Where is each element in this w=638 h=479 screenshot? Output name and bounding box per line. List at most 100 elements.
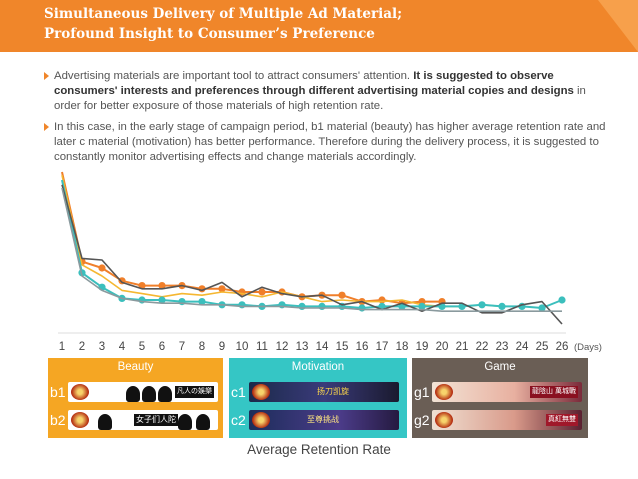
bullet-text: In this case, in the early stage of camp… xyxy=(54,121,606,163)
data-point xyxy=(98,264,106,272)
chart-series xyxy=(61,171,566,325)
x-tick-label: 16 xyxy=(356,341,369,353)
ad-thumbnail-b2: 女子们人陀 xyxy=(68,410,218,430)
ad-thumbnail-text: 真紅無雙 xyxy=(546,414,578,426)
legend-item-b1: b1 凡人の娛樂 xyxy=(48,380,223,404)
data-point xyxy=(238,301,246,309)
x-tick-label: 12 xyxy=(276,341,289,353)
header-banner: Simultaneous Delivery of Multiple Ad Mat… xyxy=(0,0,638,52)
legend-item-label: b2 xyxy=(50,412,66,428)
x-tick-label: 20 xyxy=(436,341,449,353)
x-tick-label: 14 xyxy=(316,341,329,353)
legend-item-label: b1 xyxy=(50,384,66,400)
game-logo-icon xyxy=(252,412,270,428)
x-tick-label: 4 xyxy=(119,341,126,353)
data-point xyxy=(198,298,206,306)
page-title: Simultaneous Delivery of Multiple Ad Mat… xyxy=(44,6,403,42)
data-point xyxy=(158,282,166,290)
bullet-bold-text: It is suggested to observe consumers' in… xyxy=(54,70,574,97)
legend-item-c2: c2 至尊挑战 xyxy=(229,408,407,432)
series-line xyxy=(61,175,503,308)
legend-item-label: g2 xyxy=(414,412,430,428)
legend-item-label: g1 xyxy=(414,384,430,400)
data-point xyxy=(358,304,366,312)
legend-group-beauty: Beauty b1 凡人の娛樂 b2 女子们人陀 xyxy=(48,358,223,438)
x-tick-label: 9 xyxy=(219,341,225,353)
x-tick-label: 22 xyxy=(476,341,489,353)
bullet-arrow-icon xyxy=(44,72,49,80)
chart-caption: Average Retention Rate xyxy=(247,442,391,457)
legend-group-body: c1 扬刀凯旋 c2 至尊挑战 xyxy=(229,376,407,438)
x-tick-label: 7 xyxy=(179,341,185,353)
ad-thumbnail-b1: 凡人の娛樂 xyxy=(68,382,218,402)
x-tick-label: 8 xyxy=(199,341,205,353)
silhouette-icon xyxy=(178,414,192,430)
legend-item-g2: g2 真紅無雙 xyxy=(412,408,588,432)
data-point xyxy=(338,291,346,299)
game-logo-icon xyxy=(435,384,453,400)
data-point xyxy=(498,302,506,310)
data-point xyxy=(538,304,546,312)
x-axis-label: (Days) xyxy=(574,342,602,353)
x-tick-label: 17 xyxy=(376,341,389,353)
legend-group-title: Motivation xyxy=(229,358,407,376)
series-5 xyxy=(61,187,562,312)
ad-thumbnail-text: 至尊挑战 xyxy=(307,415,339,424)
legend-item-g1: g1 龍陰山 萬城戰 xyxy=(412,380,588,404)
game-logo-icon xyxy=(252,384,270,400)
data-point xyxy=(258,288,266,296)
x-tick-label: 23 xyxy=(496,341,509,353)
data-point xyxy=(298,302,306,310)
series-line xyxy=(61,184,563,325)
data-point xyxy=(558,296,566,304)
x-tick-label: 2 xyxy=(79,341,85,353)
game-logo-icon xyxy=(71,384,89,400)
legend-group-title: Game xyxy=(412,358,588,376)
x-tick-label: 1 xyxy=(59,341,65,353)
legend-item-label: c2 xyxy=(231,412,246,428)
ad-thumbnail-text: 扬刀凯旋 xyxy=(317,387,349,396)
legend-item-b2: b2 女子们人陀 xyxy=(48,408,223,432)
bullet-list: Advertising materials are important tool… xyxy=(44,69,614,171)
silhouette-icon xyxy=(158,386,172,402)
x-tick-label: 26 xyxy=(556,341,569,353)
ad-thumbnail-g1: 龍陰山 萬城戰 xyxy=(432,382,582,402)
ad-thumbnail-text: 凡人の娛樂 xyxy=(175,386,214,398)
silhouette-icon xyxy=(196,414,210,430)
legend-item-c1: c1 扬刀凯旋 xyxy=(229,380,407,404)
header-accent xyxy=(598,0,638,52)
x-tick-label: 10 xyxy=(236,341,249,353)
silhouette-icon xyxy=(126,386,140,402)
x-tick-label: 19 xyxy=(416,341,429,353)
legend-item-label: c1 xyxy=(231,384,246,400)
series-line xyxy=(61,187,562,312)
bullet-tail-text: in order for better exposure of those ma… xyxy=(54,85,586,112)
ad-thumbnail-text: 龍陰山 萬城戰 xyxy=(530,386,578,398)
legend-group-game: Game g1 龍陰山 萬城戰 g2 真紅無雙 xyxy=(412,358,588,438)
x-tick-label: 15 xyxy=(336,341,349,353)
x-tick-label: 24 xyxy=(516,341,529,353)
bullet-text: Advertising materials are important tool… xyxy=(54,70,414,82)
data-point xyxy=(378,296,386,304)
series-line xyxy=(61,171,442,305)
ad-thumbnail-c2: 至尊挑战 xyxy=(249,410,399,430)
x-tick-label: 13 xyxy=(296,341,309,353)
x-tick-label: 21 xyxy=(456,341,469,353)
silhouette-icon xyxy=(142,386,156,402)
x-tick-label: 6 xyxy=(159,341,165,353)
series-4 xyxy=(61,184,563,325)
legend-group-title: Beauty xyxy=(48,358,223,376)
x-tick-label: 3 xyxy=(99,341,105,353)
x-tick-label: 5 xyxy=(139,341,145,353)
bullet-item: In this case, in the early stage of camp… xyxy=(44,120,614,165)
series-3 xyxy=(61,179,566,312)
data-point xyxy=(158,296,166,304)
ad-thumbnail-text: 女子们人陀 xyxy=(134,414,178,426)
x-axis: 1 2 3 4 5 6 7 8 9 10 11 12 13 14 15 16 17 18 19 20 21 22 23 24 2… xyxy=(58,332,602,353)
legend-group-body: g1 龍陰山 萬城戰 g2 真紅無雙 xyxy=(412,376,588,438)
data-point xyxy=(218,285,226,293)
x-tick-label: 11 xyxy=(256,341,268,353)
x-tick-label: 25 xyxy=(536,341,549,353)
series-2 xyxy=(61,175,503,308)
